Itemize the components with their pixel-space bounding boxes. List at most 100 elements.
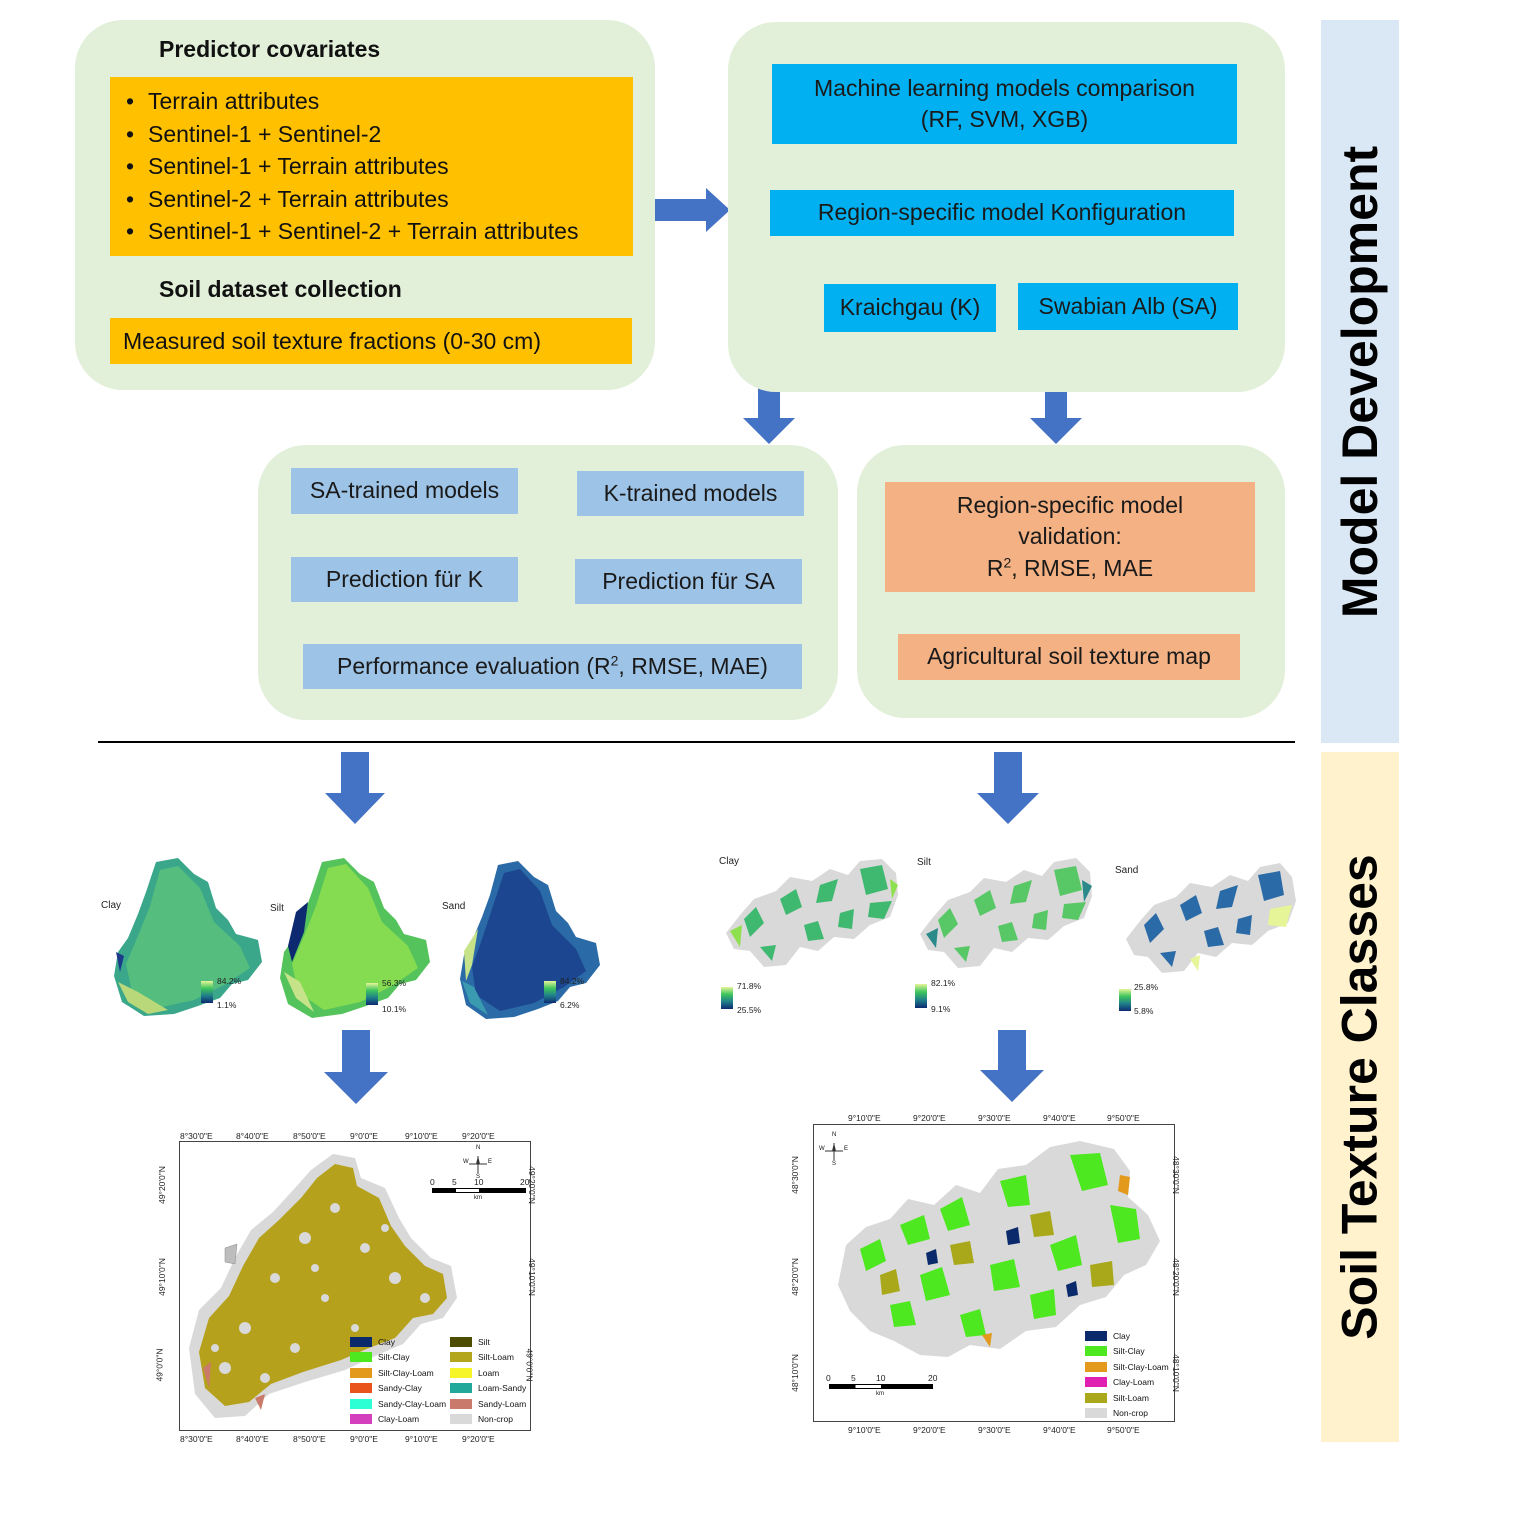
scale-tick: 10 bbox=[876, 1373, 886, 1383]
map-k-silt-min: 10.1% bbox=[382, 1004, 407, 1014]
map-sa-sand-min: 5.8% bbox=[1134, 1006, 1154, 1016]
configuration-label: Region-specific model Konfiguration bbox=[817, 199, 1187, 226]
legend-item: Silt-Clay bbox=[1085, 1344, 1175, 1360]
lon-tick: 9°50'0"E bbox=[1107, 1425, 1140, 1435]
map-k-silt-max: 56.3% bbox=[382, 978, 407, 988]
map-k-silt bbox=[280, 858, 430, 1018]
map-sa-clay-min: 25.5% bbox=[737, 1005, 762, 1015]
map-sa-silt-max: 82.1% bbox=[931, 978, 956, 988]
map-k-silt-ramp bbox=[366, 983, 378, 1005]
lat-tick: 49°0'0"N bbox=[154, 1348, 165, 1382]
legend-item: Non-crop bbox=[1085, 1406, 1175, 1422]
compass-n: N bbox=[832, 1132, 837, 1138]
legend-item: Silt bbox=[450, 1334, 528, 1350]
legend-item: Silt-Clay-Loam bbox=[1085, 1359, 1175, 1375]
compass-right bbox=[822, 1138, 846, 1164]
scale-bar-left bbox=[432, 1188, 526, 1193]
lon-tick: 9°50'0"E bbox=[1107, 1113, 1140, 1123]
map-sa-sand bbox=[1126, 863, 1296, 973]
scale-bar-right bbox=[829, 1384, 933, 1389]
ml-comparison-line2: (RF, SVM, XGB) bbox=[920, 106, 1089, 132]
map-sa-clay-max: 71.8% bbox=[737, 981, 762, 991]
predictor-item: Terrain attributes bbox=[126, 85, 633, 118]
legend-item: Sandy-Clay bbox=[350, 1381, 450, 1397]
arrow-down-right-2 bbox=[980, 1030, 1044, 1102]
arrow-down-left-2 bbox=[324, 1030, 388, 1104]
ml-comparison-box: Machine learning models comparison (RF, … bbox=[772, 64, 1237, 144]
legend-item: Sandy-Clay-Loam bbox=[350, 1396, 450, 1412]
validation-line3: R2, RMSE, MAE bbox=[986, 553, 1154, 581]
map-sa-sand-label: Sand bbox=[1115, 865, 1139, 876]
scale-tick: 5 bbox=[452, 1177, 457, 1187]
legend-item: Clay-Loam bbox=[350, 1412, 450, 1428]
predictor-item: Sentinel-1 + Sentinel-2 + Terrain attrib… bbox=[126, 215, 633, 248]
lon-tick: 8°50'0"E bbox=[293, 1434, 326, 1444]
lon-tick: 9°10'0"E bbox=[405, 1434, 438, 1444]
legend-item: Non-crop bbox=[450, 1412, 528, 1428]
lat-tick: 48°20'0"N bbox=[789, 1258, 800, 1296]
map-k-clay-max: 84.2% bbox=[217, 976, 242, 986]
map-sa-clay bbox=[726, 859, 898, 967]
prediction-sa-box: Prediction für SA bbox=[575, 559, 802, 604]
class-map-right bbox=[838, 1141, 1160, 1357]
class-map-left bbox=[189, 1154, 457, 1418]
map-sa-clay-label: Clay bbox=[719, 856, 740, 867]
scale-tick: 20 bbox=[928, 1373, 938, 1383]
lon-tick: 9°20'0"E bbox=[913, 1113, 946, 1123]
lon-tick: 9°10'0"E bbox=[405, 1131, 438, 1141]
compass-s: S bbox=[476, 1174, 481, 1180]
scale-tick: 5 bbox=[851, 1373, 856, 1383]
map-k-sand-max: 84.2% bbox=[560, 976, 585, 986]
configuration-box: Region-specific model Konfiguration bbox=[770, 190, 1234, 236]
blue-arrows bbox=[324, 188, 1082, 1104]
compass-rose-icon bbox=[825, 1143, 843, 1160]
lon-tick: 9°10'0"E bbox=[848, 1425, 881, 1435]
legend-item: Silt-Loam bbox=[1085, 1390, 1175, 1406]
map-k-sand bbox=[460, 861, 600, 1019]
lon-tick: 9°0'0"E bbox=[350, 1434, 378, 1444]
lon-tick: 8°30'0"E bbox=[180, 1131, 213, 1141]
texture-map-label: Agricultural soil texture map bbox=[927, 643, 1211, 670]
prediction-k-box: Prediction für K bbox=[291, 557, 518, 602]
lat-tick: 48°30'0"N bbox=[789, 1156, 800, 1194]
map-sa-silt bbox=[920, 858, 1092, 968]
legend-item: Silt-Loam bbox=[450, 1350, 528, 1366]
side-bar-model-development: Model Development bbox=[1321, 20, 1399, 743]
compass-w: W bbox=[819, 1146, 825, 1152]
legend-left: Clay Silt Silt-Clay Silt-Loam Silt-Clay-… bbox=[350, 1334, 528, 1427]
k-trained-box: K-trained models bbox=[577, 471, 804, 516]
legend-item: Clay bbox=[1085, 1328, 1175, 1344]
lon-tick: 9°30'0"E bbox=[978, 1425, 1011, 1435]
lat-tick: 49°10'0"N bbox=[156, 1258, 167, 1296]
map-sa-silt-ramp bbox=[915, 984, 927, 1008]
soil-dataset-title: Soil dataset collection bbox=[159, 276, 402, 302]
lon-tick: 9°40'0"E bbox=[1043, 1425, 1076, 1435]
predictor-item: Sentinel-1 + Terrain attributes bbox=[126, 150, 633, 183]
predictor-list-box: Terrain attributes Sentinel-1 + Sentinel… bbox=[110, 77, 633, 256]
map-k-clay-min: 1.1% bbox=[217, 1000, 237, 1010]
soil-dataset-box: Measured soil texture fractions (0-30 cm… bbox=[110, 318, 632, 364]
compass-rose-icon bbox=[469, 1156, 487, 1173]
scale-tick: 20 bbox=[520, 1177, 530, 1187]
arrow-right-main bbox=[654, 188, 730, 232]
map-sa-clay-ramp bbox=[721, 987, 733, 1009]
lon-tick: 8°30'0"E bbox=[180, 1434, 213, 1444]
scale-unit: km bbox=[876, 1391, 884, 1397]
compass-n: N bbox=[476, 1145, 481, 1151]
arrow-down-left-1 bbox=[325, 752, 385, 824]
predictor-title: Predictor covariates bbox=[159, 36, 381, 62]
lon-tick: 8°50'0"E bbox=[293, 1131, 326, 1141]
compass-left bbox=[466, 1151, 490, 1177]
lat-tick: 48°20'0"N bbox=[1170, 1258, 1181, 1296]
lat-tick: 48°10'0"N bbox=[789, 1354, 800, 1392]
legend-item: Loam bbox=[450, 1365, 528, 1381]
lat-tick: 49°10'0"N bbox=[526, 1258, 537, 1296]
region-swabian-alb-label: Swabian Alb (SA) bbox=[1038, 292, 1218, 319]
scale-tick: 0 bbox=[430, 1177, 435, 1187]
legend-item: Sandy-Loam bbox=[450, 1396, 528, 1412]
legend-item: Silt-Clay bbox=[350, 1350, 450, 1366]
compass-w: W bbox=[463, 1159, 469, 1165]
map-k-sand-ramp bbox=[544, 981, 556, 1003]
arrow-down-validation bbox=[1030, 368, 1082, 444]
